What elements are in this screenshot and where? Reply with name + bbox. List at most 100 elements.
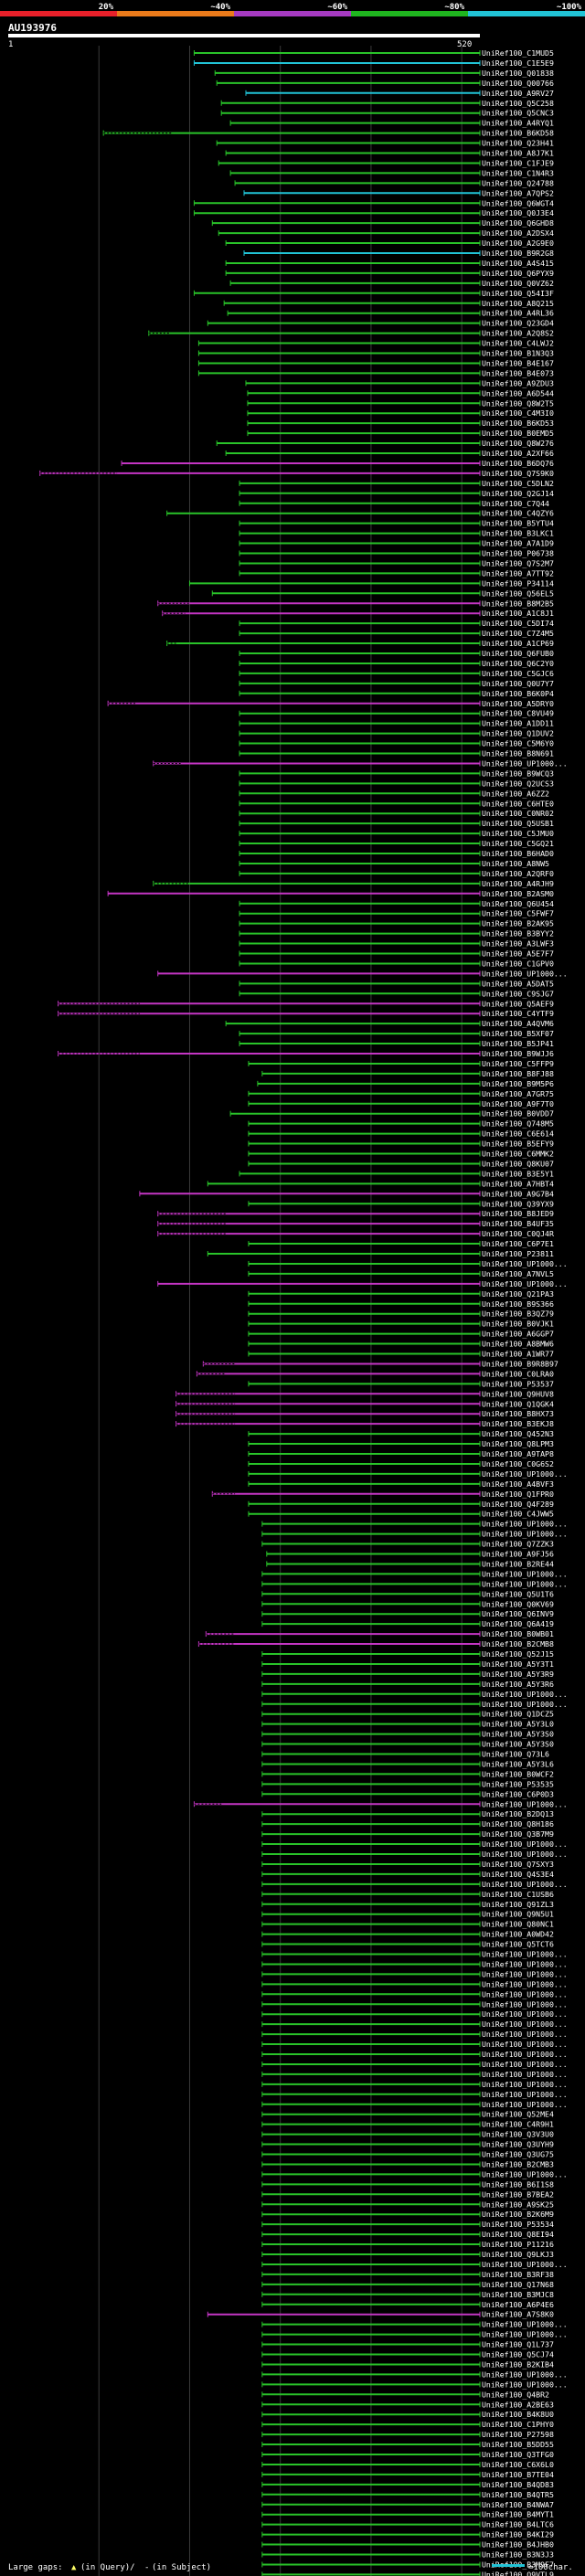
hit-row: UniRef100_UP1000...: [261, 1959, 568, 1968]
hit-label: UniRef100_Q0VZ62: [482, 279, 554, 288]
hit-row: UniRef100_B5DD55: [261, 2440, 554, 2449]
hit-label: UniRef100_B9R2G8: [482, 249, 554, 258]
hit-label: UniRef100_Q1FPR0: [482, 1489, 554, 1499]
hit-row: UniRef100_Q9LKJ3: [261, 2250, 554, 2259]
hit-row: UniRef100_B0EMD5: [247, 429, 554, 438]
hit-label: UniRef100_UP1000...: [482, 1700, 568, 1709]
hit-label: UniRef100_B4LTC6: [482, 2520, 554, 2529]
hit-row: UniRef100_A7TT92: [239, 568, 554, 578]
hit-row: UniRef100_UP1000...: [261, 1530, 568, 1539]
hit-row: UniRef100_Q6FUB0: [239, 649, 554, 658]
query-start: 1: [8, 40, 13, 49]
hit-label: UniRef100_Q5C258: [482, 99, 554, 108]
hit-label: UniRef100_A9F7T0: [482, 1099, 554, 1108]
hit-row: UniRef100_Q24788: [234, 178, 554, 187]
hit-label: UniRef100_UP1000...: [482, 1950, 568, 1959]
hit-label: UniRef100_Q8H186: [482, 1819, 554, 1829]
hit-row: UniRef100_Q7ZZK3: [261, 1540, 554, 1549]
legend-subject-gap-marker: -: [144, 2563, 149, 2572]
hit-label: UniRef100_UP1000...: [482, 1969, 568, 1978]
hit-label: UniRef100_Q52J15: [482, 1649, 554, 1659]
hit-row: UniRef100_Q5AEF9: [58, 999, 554, 1008]
hit-label: UniRef100_B3LKC1: [482, 529, 554, 538]
hit-row: UniRef100_Q1L737: [261, 2340, 554, 2349]
hit-row: UniRef100_B9WCQ3: [239, 769, 554, 778]
hit-label: UniRef100_UP1000...: [482, 2019, 568, 2029]
hit-label: UniRef100_B2CMB3: [482, 2159, 554, 2168]
hit-label: UniRef100_A7TT92: [482, 568, 554, 578]
hit-row: UniRef100_UP1000...: [261, 1569, 568, 1578]
hit-row: UniRef100_UP1000...: [261, 1839, 568, 1849]
hit-row: UniRef100_A6P4E6: [261, 2300, 554, 2309]
hit-label: UniRef100_A2G9E0: [482, 239, 554, 248]
hit-row: UniRef100_Q3UYH9: [261, 2140, 554, 2149]
hit-row: UniRef100_B0WCF2: [261, 1769, 554, 1778]
hit-label: UniRef100_A2QRF0: [482, 869, 554, 878]
hit-row: UniRef100_A5Y3L0: [261, 1720, 554, 1729]
hit-label: UniRef100_Q7SXY3: [482, 1860, 554, 1869]
hit-label: UniRef100_Q452N3: [482, 1429, 554, 1438]
hit-row: UniRef100_Q1DUV2: [239, 729, 554, 738]
hit-row: UniRef100_Q54I3F: [193, 289, 554, 298]
hit-row: UniRef100_A9FJ56: [266, 1550, 554, 1559]
hit-label: UniRef100_B6KD58: [482, 129, 554, 138]
scale-segment: [0, 11, 117, 16]
hit-row: UniRef100_P53535: [261, 1779, 554, 1788]
hit-label: UniRef100_A6D544: [482, 388, 554, 398]
hit-label: UniRef100_C4M3I0: [482, 408, 554, 418]
hit-label: UniRef100_B4K8U0: [482, 2410, 554, 2419]
hit-label: UniRef100_Q3UG75: [482, 2150, 554, 2159]
hit-label: UniRef100_A4RJH9: [482, 879, 554, 888]
hit-label: UniRef100_A5Y3S0: [482, 1730, 554, 1739]
hit-label: UniRef100_Q5CJ74: [482, 2350, 554, 2359]
legend-scale-desc: =100char.: [528, 2563, 573, 2572]
hit-row: UniRef100_C6P7E1: [248, 1239, 554, 1248]
hit-label: UniRef100_Q91ZL3: [482, 1900, 554, 1909]
hit-row: UniRef100_C5M6Y0: [239, 739, 554, 748]
hit-row: UniRef100_Q7S2M7: [239, 558, 554, 567]
scale-segment: [117, 11, 234, 16]
hit-row: UniRef100_B9R2G8: [243, 249, 554, 258]
hit-label: UniRef100_P53537: [482, 1379, 554, 1388]
hit-row: UniRef100_C5GJC6: [239, 669, 554, 678]
hit-label: UniRef100_UP1000...: [482, 2320, 568, 2329]
hit-row: UniRef100_Q2UCS3: [239, 779, 554, 788]
hit-row: UniRef100_B5YTU4: [239, 519, 554, 528]
hit-row: UniRef100_B4UF35: [157, 1219, 554, 1228]
hit-label: UniRef100_UP1000...: [482, 1880, 568, 1889]
hit-row: UniRef100_UP1000...: [261, 2260, 568, 2269]
hit-row: UniRef100_Q5U1T6: [261, 1589, 554, 1598]
hit-label: UniRef100_Q23H41: [482, 139, 554, 148]
hit-row: UniRef100_UP1000...: [157, 969, 568, 978]
hit-row: UniRef100_Q56EL5: [211, 588, 554, 598]
hit-label: UniRef100_UP1000...: [482, 2330, 568, 2339]
hit-label: UniRef100_P34114: [482, 578, 554, 588]
hit-label: UniRef100_B0WB01: [482, 1629, 554, 1638]
hit-label: UniRef100_C5GJC6: [482, 669, 554, 678]
hit-row: UniRef100_B2KIB4: [261, 2359, 554, 2369]
hit-label: UniRef100_A5Y3L0: [482, 1720, 554, 1729]
hit-row: UniRef100_B0VDD7: [229, 1109, 554, 1118]
hit-row: UniRef100_UP1000...: [248, 1259, 568, 1268]
hit-row: UniRef100_Q00766: [216, 79, 554, 88]
hit-row: UniRef100_B6I1S8: [261, 2179, 554, 2189]
hit-label: UniRef100_Q3UYH9: [482, 2140, 554, 2149]
hit-label: UniRef100_B2ASM0: [482, 889, 554, 898]
hit-row: UniRef100_P11216: [261, 2240, 554, 2249]
hit-label: UniRef100_Q2GJ14: [482, 489, 554, 498]
hit-label: UniRef100_A4RYQ1: [482, 119, 554, 128]
hit-label: UniRef100_C4JWW5: [482, 1510, 554, 1519]
hit-row: UniRef100_Q1QGK4: [176, 1399, 554, 1408]
hit-row: UniRef100_B6HAD0: [239, 849, 554, 858]
hit-label: UniRef100_Q5CNC3: [482, 109, 554, 118]
hit-label: UniRef100_Q1QGK4: [482, 1399, 554, 1408]
hit-label: UniRef100_A8NW5: [482, 859, 549, 868]
hit-label: UniRef100_Q7ZZK3: [482, 1540, 554, 1549]
hit-label: UniRef100_A8J7K1: [482, 149, 554, 158]
legend-scale-sample: [492, 2564, 525, 2567]
hit-row: UniRef100_A8BMW6: [248, 1340, 554, 1349]
hit-row: UniRef100_A8J7K1: [225, 149, 554, 158]
hit-row: UniRef100_Q748M5: [248, 1119, 554, 1129]
hit-row: UniRef100_B7TE04: [261, 2470, 554, 2479]
hit-row: UniRef100_B6K0P4: [239, 689, 554, 698]
